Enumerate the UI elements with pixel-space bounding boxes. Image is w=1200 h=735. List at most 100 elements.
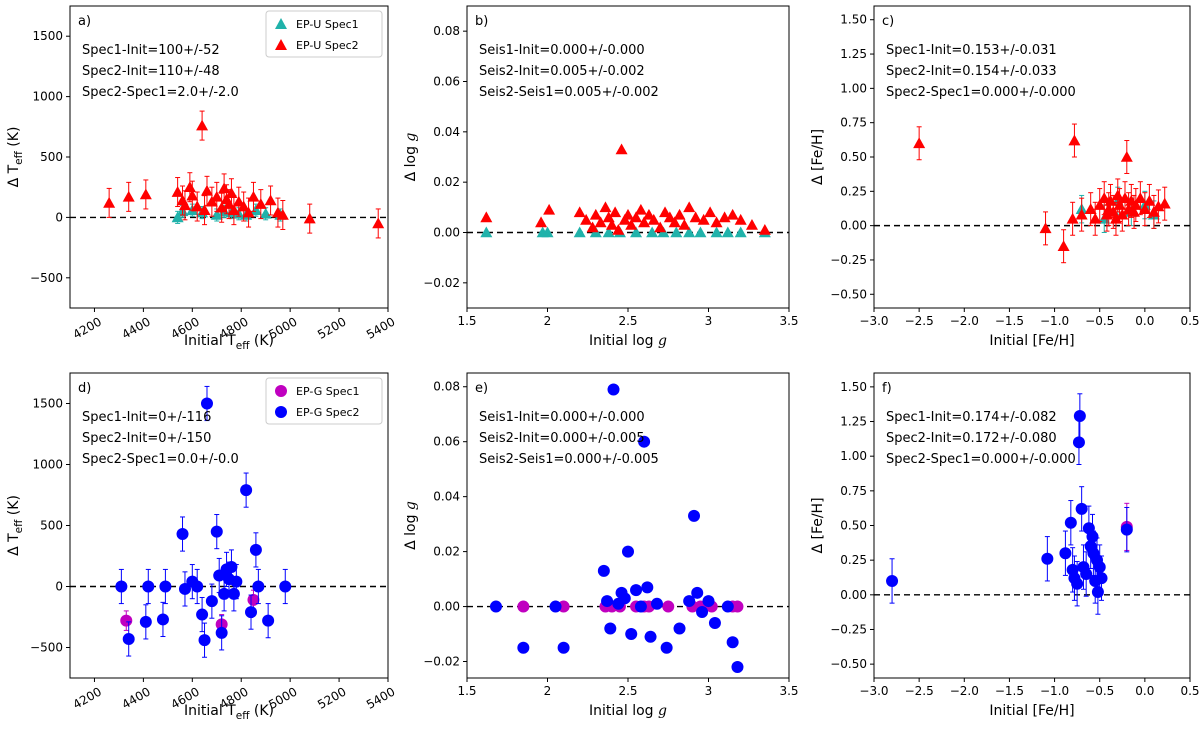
data-point <box>670 226 683 238</box>
data-point <box>650 597 663 610</box>
data-point <box>200 397 213 410</box>
y-tick-label: −500 <box>30 271 63 285</box>
data-point <box>139 188 152 200</box>
stat-annotation: Seis2-Seis1=0.005+/-0.002 <box>479 85 659 100</box>
stat-annotation: Seis1-Init=0.000+/-0.000 <box>479 410 645 425</box>
legend-label: EP-G Spec2 <box>296 406 360 419</box>
data-point <box>663 211 676 223</box>
data-point <box>731 661 744 674</box>
data-point <box>694 226 707 238</box>
data-layer <box>489 383 744 674</box>
data-point <box>1059 547 1072 560</box>
data-point <box>573 226 586 238</box>
x-tick-label: 2.5 <box>618 314 637 328</box>
panel-a: 4200 4400 4600 4800 5000 5200 5400−50005001000… <box>6 5 398 352</box>
data-point <box>120 614 133 627</box>
data-point <box>543 203 556 215</box>
data-point <box>734 226 747 238</box>
data-point <box>1116 208 1129 220</box>
data-point <box>198 634 211 647</box>
data-point <box>642 208 655 220</box>
x-axis-label: Initial [Fe/H] <box>989 703 1074 719</box>
data-point <box>1120 151 1133 162</box>
axes-frame <box>466 5 790 309</box>
data-point <box>634 203 647 215</box>
data-point <box>303 212 316 224</box>
x-axis-label: Initial log g <box>589 333 667 349</box>
data-point <box>115 580 128 593</box>
data-point <box>710 216 723 228</box>
data-point <box>215 626 228 639</box>
series-ep-u-spec1 <box>480 226 771 238</box>
x-tick-label: −2.5 <box>905 314 934 328</box>
data-point <box>1068 134 1081 146</box>
data-point <box>247 190 260 202</box>
stat-annotation: Spec2-Init=110+/-48 <box>82 64 220 79</box>
data-point <box>659 206 672 218</box>
y-tick-label: 1.00 <box>840 81 867 95</box>
panel-label: a) <box>78 14 91 29</box>
data-point <box>245 606 258 619</box>
data-point <box>683 226 696 238</box>
y-axis-label: Δ Teff (K) <box>6 127 25 188</box>
data-point <box>630 584 643 597</box>
x-tick-label: −1.5 <box>995 684 1024 698</box>
data-point <box>622 208 634 220</box>
data-point <box>726 208 739 220</box>
x-tick-label: −1.0 <box>1040 314 1069 328</box>
data-point <box>625 218 638 230</box>
data-point <box>215 201 228 213</box>
x-tick-label: 0.0 <box>1135 684 1154 698</box>
data-point <box>259 207 272 219</box>
data-point <box>644 630 657 643</box>
stat-annotation: Spec1-Init=100+/-52 <box>82 43 220 58</box>
data-point <box>178 582 191 595</box>
y-tick-label: 1.50 <box>840 380 867 394</box>
data-layer <box>115 385 292 658</box>
axes-frame <box>69 5 389 309</box>
data-point <box>252 580 265 593</box>
data-point <box>1071 577 1084 590</box>
y-tick-label: −500 <box>30 641 63 655</box>
data-point <box>242 206 255 218</box>
data-point <box>1057 240 1070 252</box>
x-axis-label: Initial [Fe/H] <box>989 333 1074 349</box>
data-point <box>156 613 169 626</box>
data-point <box>227 587 240 600</box>
data-point <box>225 560 238 573</box>
data-point <box>745 218 758 230</box>
stat-annotation: Spec2-Spec1=0.000+/-0.000 <box>886 85 1076 100</box>
data-point <box>1084 203 1097 214</box>
series-ep-u-spec2 <box>103 110 385 239</box>
data-point <box>618 592 631 605</box>
data-point <box>886 574 899 587</box>
data-point <box>702 595 715 608</box>
axes-frame <box>466 372 790 679</box>
x-tick-label: 0.5 <box>1180 684 1199 698</box>
y-axis-label: Δ [Fe/H] <box>810 129 826 185</box>
data-point <box>122 632 135 645</box>
x-tick-label: −3.0 <box>859 684 888 698</box>
y-tick-label: −0.25 <box>830 622 867 636</box>
data-point <box>196 608 209 621</box>
data-point <box>240 484 253 497</box>
data-point <box>721 226 734 238</box>
data-point <box>615 143 628 155</box>
data-point <box>678 218 691 230</box>
x-tick-label: −2.0 <box>950 314 979 328</box>
panel-label: c) <box>882 14 894 29</box>
y-tick-label: 500 <box>40 519 63 533</box>
y-tick-label: −0.50 <box>830 657 867 671</box>
data-point <box>198 204 211 215</box>
data-point <box>230 575 243 588</box>
data-point <box>1039 222 1052 234</box>
y-tick-label: 0.04 <box>433 125 460 139</box>
data-point <box>1091 586 1104 599</box>
data-point <box>557 641 570 654</box>
data-point <box>589 208 602 220</box>
data-point <box>122 190 135 202</box>
axes-frame <box>873 5 1191 309</box>
y-axis-label: Δ log g <box>403 133 419 182</box>
y-tick-label: 0.06 <box>433 435 460 449</box>
stat-annotation: Spec2-Init=0.172+/-0.080 <box>886 431 1057 446</box>
